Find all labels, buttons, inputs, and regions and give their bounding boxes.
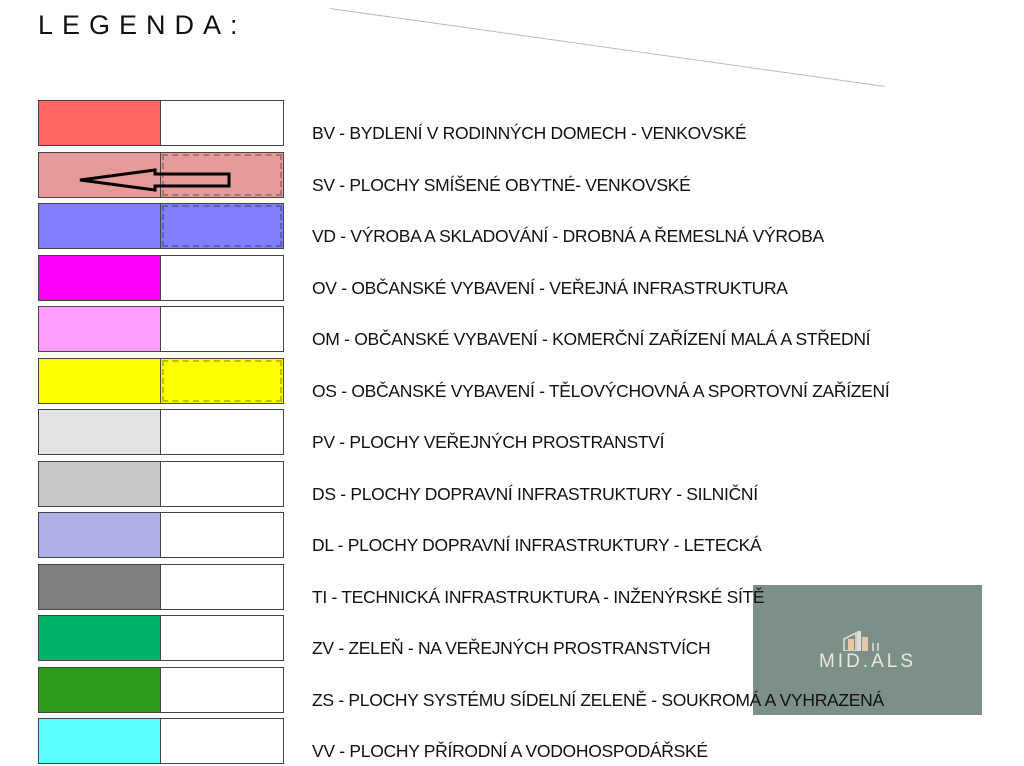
legend-label: PV - PLOCHY VEŘEJNÝCH PROSTRANSTVÍ [312, 432, 665, 452]
legend-label: ZV - ZELEŇ - NA VEŘEJNÝCH PROSTRANSTVÍCH [312, 638, 711, 658]
blank-swatch [160, 100, 284, 146]
blank-swatch [160, 718, 284, 764]
legend-item-sv [38, 151, 1018, 198]
hatched-swatch [160, 203, 284, 249]
legend-item-zv [38, 615, 1018, 661]
building-logo-icon [843, 631, 879, 651]
legend-label: OM - OBČANSKÉ VYBAVENÍ - KOMERČNÍ ZAŘÍZE… [312, 329, 871, 349]
legend-item-bv [38, 100, 1018, 146]
legend-item-ov [38, 254, 1018, 301]
legend-title: LEGENDA: [38, 10, 247, 40]
color-swatch [38, 563, 162, 610]
blank-swatch [160, 615, 284, 661]
blank-swatch [160, 460, 284, 507]
color-swatch [38, 151, 162, 198]
blank-swatch [160, 512, 284, 558]
blank-swatch [160, 254, 284, 301]
legend-item-pv [38, 409, 1018, 455]
legend-label: DL - PLOCHY DOPRAVNÍ INFRASTRUKTURY - LE… [312, 535, 762, 555]
blank-swatch [160, 306, 284, 352]
legend-label: ZS - PLOCHY SYSTÉMU SÍDELNÍ ZELENĚ - SOU… [312, 689, 884, 710]
watermark: MID.ALS [753, 585, 982, 715]
legend-label: OV - OBČANSKÉ VYBAVENÍ - VEŘEJNÁ INFRAST… [312, 277, 788, 298]
legend-item-ds [38, 460, 1018, 507]
legend-item-om [38, 306, 1018, 352]
legend-label: SV - PLOCHY SMÍŠENÉ OBYTNÉ- VENKOVSKÉ [312, 174, 691, 195]
legend-label: VD - VÝROBA A SKLADOVÁNÍ - DROBNÁ A ŘEME… [312, 226, 824, 246]
legend-item-vd [38, 203, 1018, 249]
legend-label: OS - OBČANSKÉ VYBAVENÍ - TĚLOVÝCHOVNÁ A … [312, 380, 890, 401]
blank-swatch [160, 563, 284, 610]
legend-item-ti [38, 563, 1018, 610]
blank-swatch [160, 409, 284, 455]
hatched-swatch [160, 357, 284, 404]
legend-item-vv [38, 718, 1018, 764]
color-swatch [38, 357, 162, 404]
color-swatch [38, 306, 162, 352]
arrow-left-icon [79, 167, 231, 192]
color-swatch [38, 615, 162, 661]
legend-label: BV - BYDLENÍ V RODINNÝCH DOMECH - VENKOV… [312, 123, 747, 143]
color-swatch [38, 718, 162, 764]
color-swatch [38, 409, 162, 455]
legend-item-dl [38, 512, 1018, 558]
legend-item-zs [38, 666, 1018, 713]
legend-item-os [38, 357, 1018, 404]
color-swatch [38, 203, 162, 249]
legend-label: TI - TECHNICKÁ INFRASTRUKTURA - INŽENÝRS… [312, 586, 765, 607]
color-swatch [38, 100, 162, 146]
watermark-text: MID.ALS [818, 651, 917, 672]
legend-label: VV - PLOCHY PŘÍRODNÍ A VODOHOSPODÁŘSKÉ [312, 741, 708, 761]
blank-swatch [160, 666, 284, 713]
legend-label: DS - PLOCHY DOPRAVNÍ INFRASTRUKTURY - SI… [312, 483, 758, 504]
